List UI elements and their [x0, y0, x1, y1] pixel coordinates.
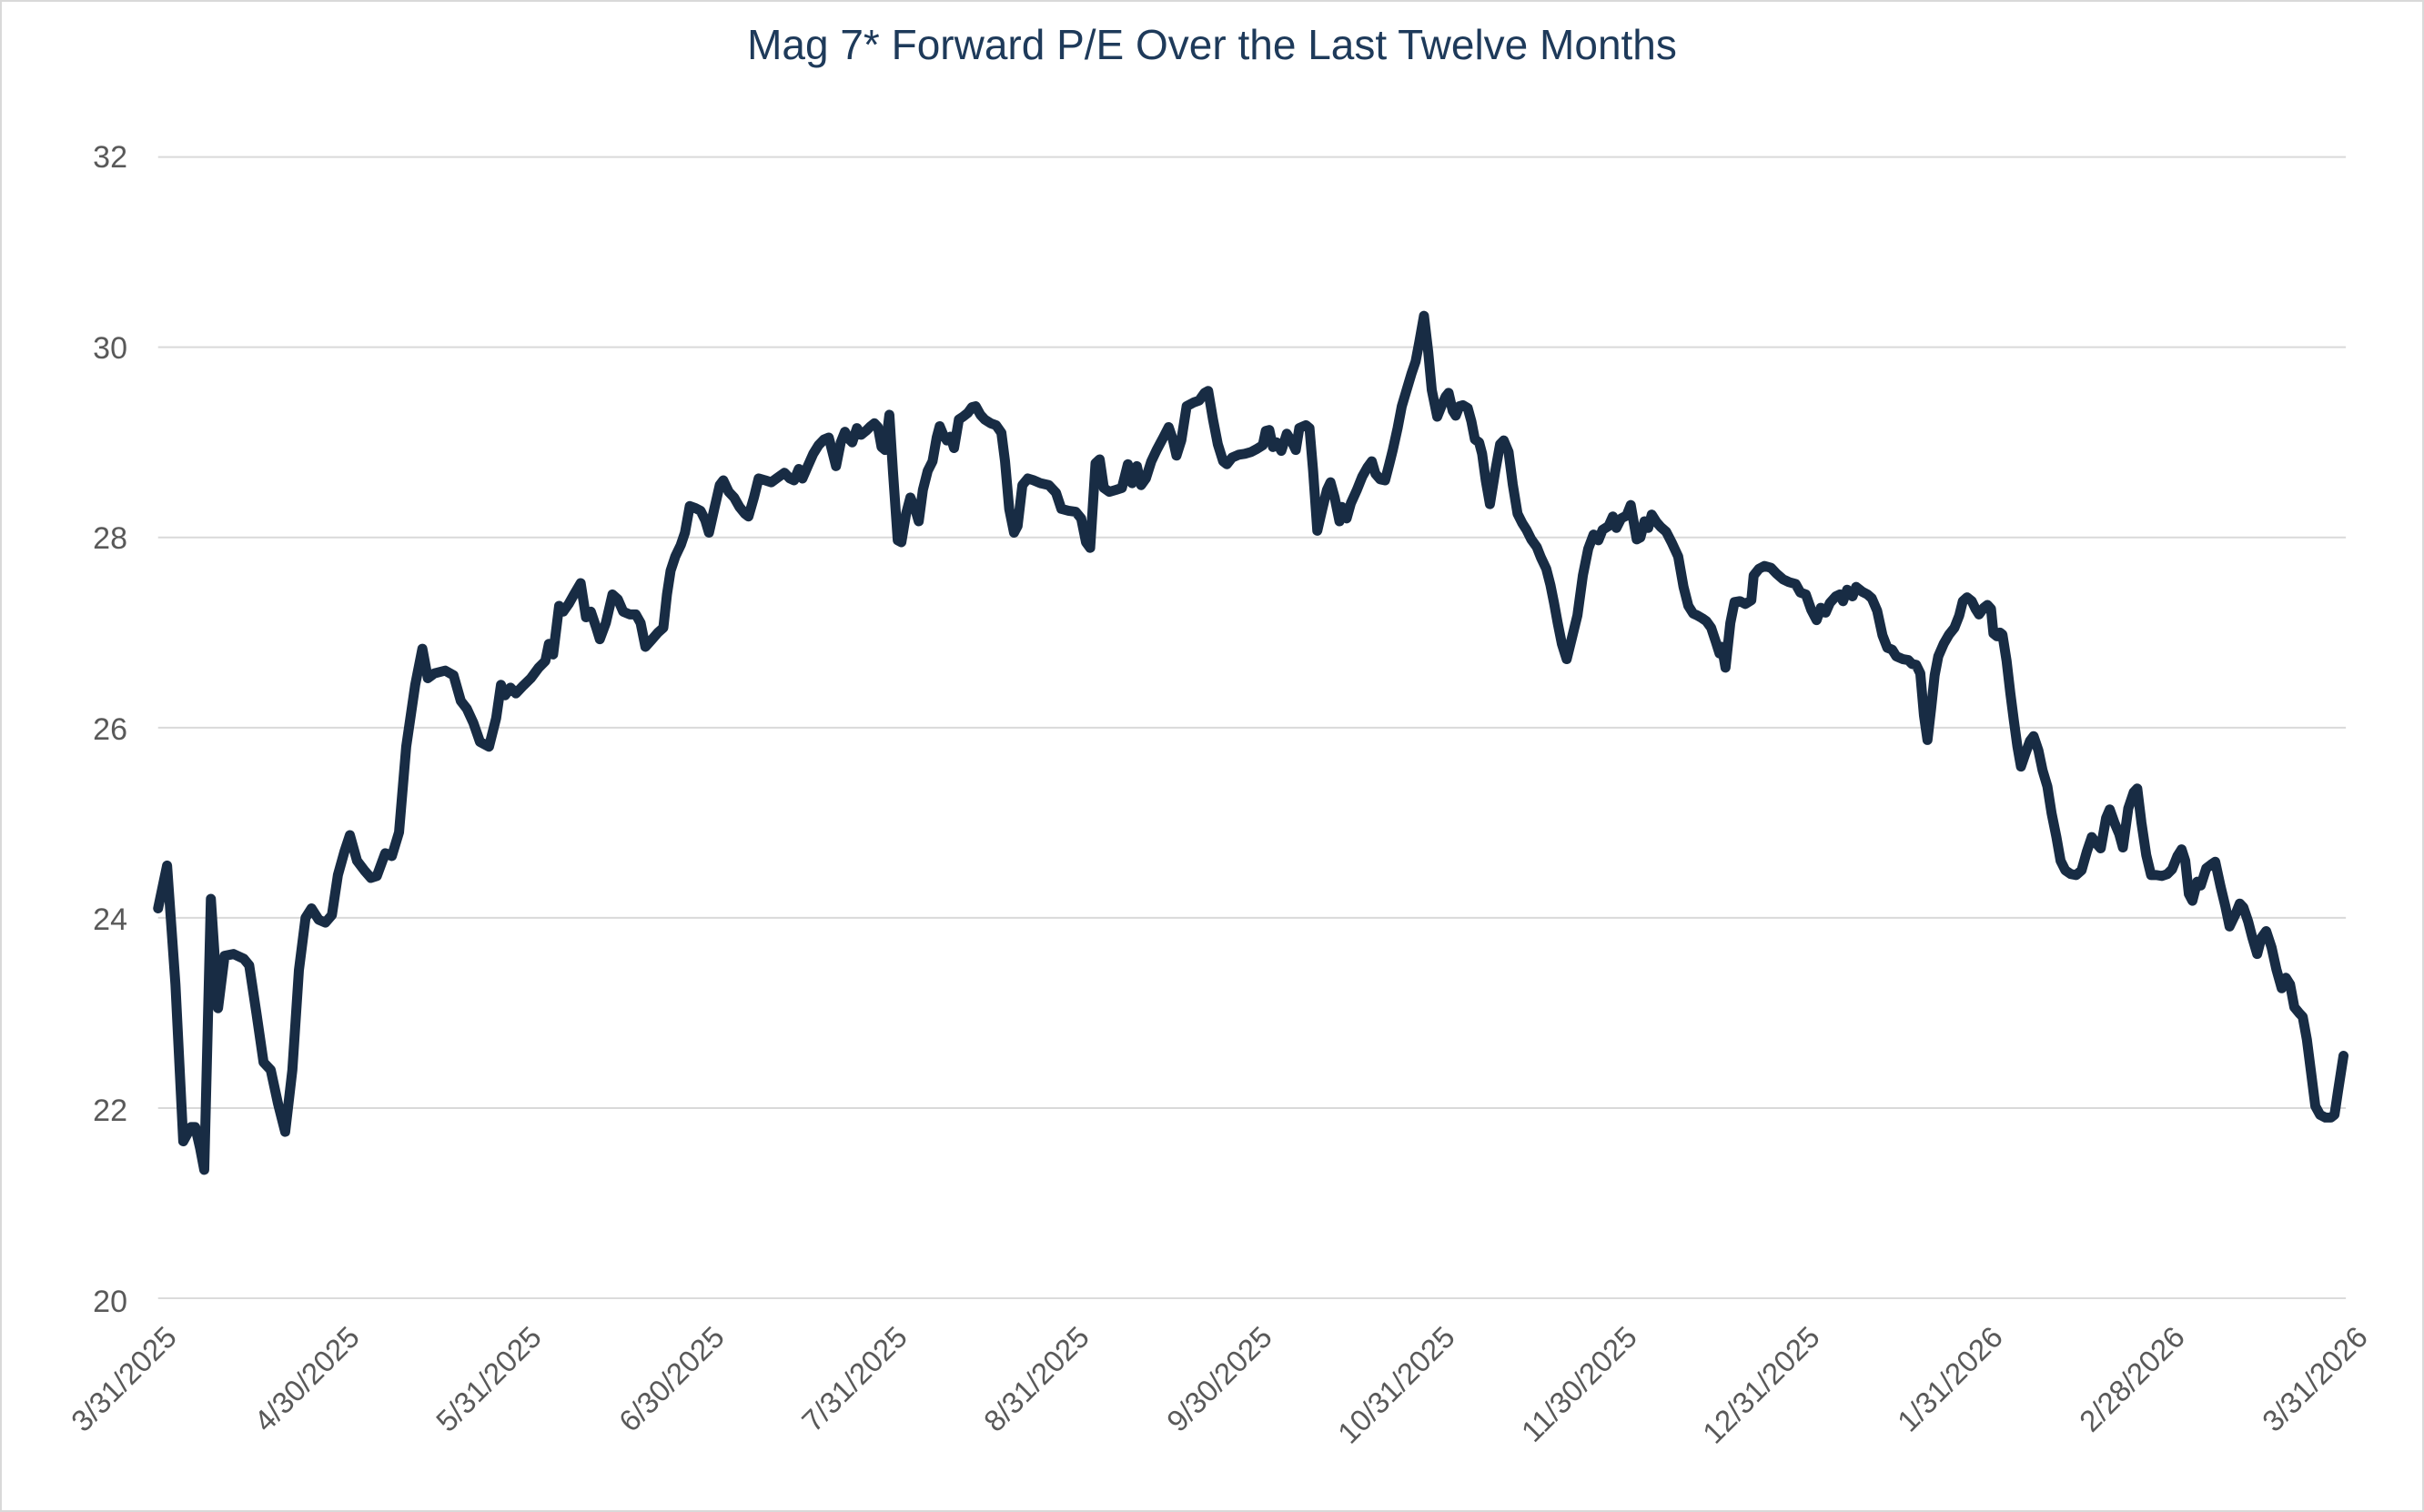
y-tick-label: 22 [93, 1093, 127, 1128]
y-tick-label: 20 [93, 1284, 127, 1319]
y-tick-label: 24 [93, 902, 127, 938]
y-tick-label: 32 [93, 140, 127, 175]
pe-line-series [153, 310, 2349, 1175]
y-tick-label: 26 [93, 711, 127, 747]
y-tick-label: 28 [93, 521, 127, 557]
y-tick-label: 30 [93, 330, 127, 366]
chart-title: Mag 7* Forward P/E Over the Last Twelve … [747, 21, 1677, 68]
